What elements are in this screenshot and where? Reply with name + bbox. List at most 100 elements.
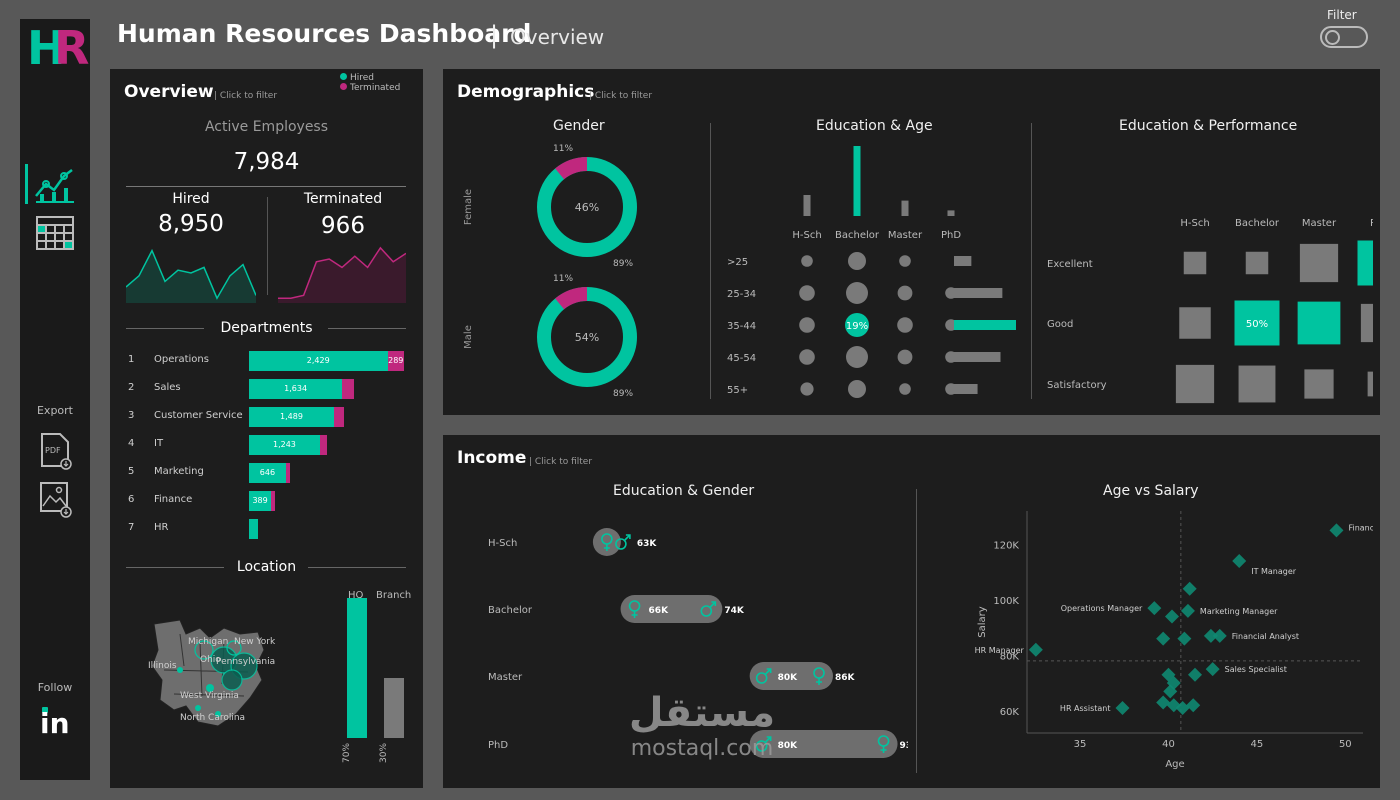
- scatter-point: [1182, 581, 1197, 596]
- hq-bar[interactable]: [347, 598, 367, 738]
- department-name: IT: [154, 438, 164, 449]
- education-age-bubble: [800, 382, 814, 396]
- age-group-label: >25: [727, 257, 748, 268]
- scatter-point: [1163, 684, 1178, 699]
- education-age-bubble: [899, 255, 911, 267]
- department-name: Finance: [154, 494, 193, 505]
- department-hired-bar: 389: [249, 491, 272, 511]
- logo-letter-h: H: [27, 21, 66, 75]
- income-female-label: 93K: [900, 741, 908, 751]
- linkedin-button[interactable]: in: [38, 705, 72, 740]
- department-name: Customer Service: [154, 410, 243, 421]
- nav-overview-button[interactable]: [32, 162, 76, 206]
- department-row[interactable]: 6 Finance 389: [126, 490, 416, 512]
- age-bar: [954, 384, 978, 394]
- department-name: Marketing: [154, 466, 204, 477]
- map-label-illinois: Illinois: [148, 661, 177, 671]
- scatter-point: [1156, 695, 1171, 710]
- map-label-new-york: New York: [234, 637, 276, 647]
- gender-label: Female: [463, 189, 474, 225]
- education-gender-chart[interactable]: H-Sch 63K Bachelor 66K 74K Master 86K 80K PhD 93K…: [453, 507, 908, 783]
- department-row[interactable]: 7 HR: [126, 518, 416, 540]
- hired-value: 8,950: [158, 211, 224, 237]
- department-row[interactable]: 3 Customer Service 1,489: [126, 406, 416, 428]
- legend-terminated[interactable]: Terminated: [340, 83, 400, 93]
- income-hint: | Click to filter: [529, 457, 593, 467]
- income-male-label: 63K: [637, 539, 658, 549]
- male-icon-ring: [755, 672, 768, 684]
- education-age-bubble: [945, 383, 957, 395]
- education-bar: [947, 210, 955, 216]
- x-tick-label: 35: [1074, 739, 1087, 750]
- y-tick-label: 60K: [1000, 707, 1020, 718]
- department-terminated-bar: [271, 491, 275, 511]
- scatter-point: [1175, 701, 1190, 716]
- scatter-point: [1329, 523, 1344, 538]
- export-image-button[interactable]: [38, 480, 74, 518]
- department-hired-bar: 1,634: [249, 379, 343, 399]
- education-age-chart[interactable]: H-Sch Bachelor Master PhD >25 25-34 35-44 19% 45…: [719, 141, 1029, 406]
- education-performance-chart[interactable]: H-Sch Bachelor Master PhD Excellent Good Satis…: [1043, 141, 1373, 406]
- education-age-bubble: [801, 255, 813, 267]
- female-icon: [628, 600, 641, 618]
- department-row[interactable]: 5 Marketing 646: [126, 462, 416, 484]
- departments-title: Departments: [220, 320, 313, 336]
- filter-label: Filter: [1327, 8, 1357, 22]
- male-icon: [755, 668, 772, 684]
- male-icon: [615, 534, 631, 550]
- location-title: Location: [236, 559, 297, 575]
- education-performance-square: [1360, 303, 1373, 343]
- performance-education-label: PhD: [1370, 218, 1373, 229]
- education-age-bubble: [799, 317, 815, 333]
- female-icon-cross: [880, 746, 887, 753]
- logo-letter-r: R: [54, 21, 90, 75]
- department-rank: 1: [128, 354, 135, 365]
- male-icon: [700, 601, 717, 617]
- overview-panel: Overview | Click to filter Hired Termina…: [110, 69, 423, 788]
- male-icon-ring: [755, 740, 768, 752]
- watermark-arabic: مستقل: [628, 690, 776, 736]
- education-age-bubble: [846, 346, 868, 368]
- overview-title: Overview: [124, 82, 214, 102]
- map-label-michigan: Michigan: [188, 637, 228, 647]
- department-rank: 5: [128, 466, 135, 477]
- department-row[interactable]: 4 IT 1,243: [126, 434, 416, 456]
- male-icon-arrow: [765, 668, 772, 675]
- income-male-label: 80K: [778, 673, 799, 683]
- x-tick-label: 50: [1339, 739, 1352, 750]
- gender-donut-charts[interactable]: 46% 11% 89% Female 54% 11% 89% Male: [453, 141, 663, 411]
- nav-details-button[interactable]: [35, 215, 75, 251]
- image-file-icon: [40, 482, 72, 518]
- location-map[interactable]: Michigan New York Illinois Pennsylvania …: [140, 614, 280, 734]
- department-hired-bar: 2,429: [249, 351, 388, 371]
- department-row[interactable]: 2 Sales 1,634: [126, 378, 416, 400]
- donut-terminated-label: 11%: [553, 144, 573, 154]
- terminated-trend-chart[interactable]: [278, 241, 406, 303]
- education-tick-label: H-Sch: [792, 230, 821, 241]
- education-performance-square: [1297, 301, 1341, 345]
- department-rank: 6: [128, 494, 135, 505]
- education-performance-square: [1245, 251, 1269, 275]
- education-bar: [853, 146, 861, 216]
- export-pdf-button[interactable]: PDF: [38, 432, 74, 470]
- branch-label: Branch: [376, 590, 412, 601]
- age-salary-scatter[interactable]: 35 40 45 50 60K 80K 100K 120K Age Salary Finance M…: [923, 501, 1373, 781]
- scatter-point-label: HR Assistant: [1060, 704, 1111, 713]
- scatter-point: [1203, 628, 1218, 643]
- education-bar: [901, 200, 909, 216]
- hired-trend-chart[interactable]: [126, 241, 256, 303]
- male-icon-ring: [700, 605, 713, 617]
- department-rank: 2: [128, 382, 135, 393]
- age-salary-title: Age vs Salary: [1103, 483, 1199, 499]
- education-performance-square: [1367, 371, 1373, 397]
- scatter-point: [1188, 667, 1202, 682]
- legend-terminated-label: Terminated: [350, 83, 401, 93]
- department-rank: 7: [128, 522, 135, 533]
- x-tick-label: 45: [1251, 739, 1264, 750]
- filter-toggle[interactable]: [1320, 26, 1368, 48]
- active-employees-value: 7,984: [233, 149, 300, 175]
- legend-hired[interactable]: Hired: [340, 73, 400, 83]
- map-label-north-carolina: North Carolina: [180, 713, 245, 723]
- department-row[interactable]: 1 Operations 2,429 289: [126, 350, 416, 372]
- branch-bar[interactable]: [384, 678, 404, 738]
